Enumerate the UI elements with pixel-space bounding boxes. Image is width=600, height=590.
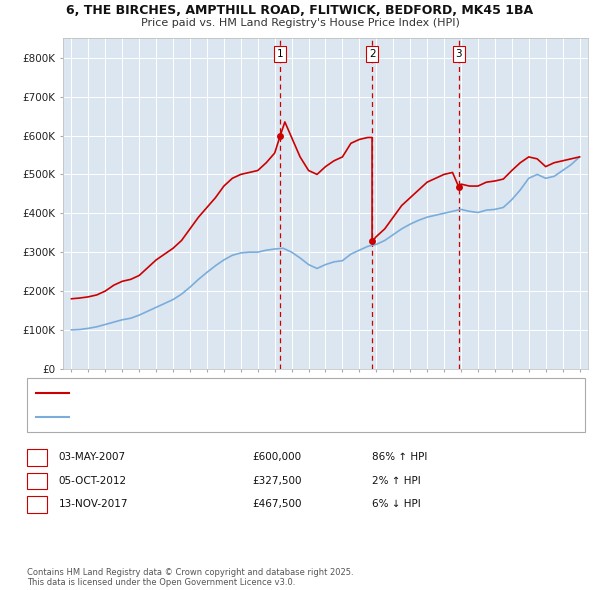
Text: £600,000: £600,000 bbox=[252, 453, 301, 462]
Text: HPI: Average price, detached house, Central Bedfordshire: HPI: Average price, detached house, Cent… bbox=[75, 412, 349, 421]
Text: 3: 3 bbox=[34, 500, 40, 509]
Text: 1: 1 bbox=[277, 49, 284, 59]
Text: Price paid vs. HM Land Registry's House Price Index (HPI): Price paid vs. HM Land Registry's House … bbox=[140, 18, 460, 28]
Text: 6, THE BIRCHES, AMPTHILL ROAD, FLITWICK, BEDFORD, MK45 1BA: 6, THE BIRCHES, AMPTHILL ROAD, FLITWICK,… bbox=[67, 4, 533, 17]
Text: £467,500: £467,500 bbox=[252, 500, 302, 509]
Text: 6, THE BIRCHES, AMPTHILL ROAD, FLITWICK, BEDFORD, MK45 1BA (detached house): 6, THE BIRCHES, AMPTHILL ROAD, FLITWICK,… bbox=[75, 388, 475, 397]
Text: 2: 2 bbox=[34, 476, 40, 486]
Text: 6% ↓ HPI: 6% ↓ HPI bbox=[372, 500, 421, 509]
Text: 05-OCT-2012: 05-OCT-2012 bbox=[59, 476, 127, 486]
Text: 13-NOV-2017: 13-NOV-2017 bbox=[59, 500, 128, 509]
Text: 2: 2 bbox=[369, 49, 376, 59]
Text: Contains HM Land Registry data © Crown copyright and database right 2025.
This d: Contains HM Land Registry data © Crown c… bbox=[27, 568, 353, 587]
Text: 03-MAY-2007: 03-MAY-2007 bbox=[59, 453, 126, 462]
Text: 86% ↑ HPI: 86% ↑ HPI bbox=[372, 453, 427, 462]
Text: 3: 3 bbox=[455, 49, 462, 59]
Text: £327,500: £327,500 bbox=[252, 476, 302, 486]
Text: 2% ↑ HPI: 2% ↑ HPI bbox=[372, 476, 421, 486]
Text: 1: 1 bbox=[34, 453, 40, 462]
